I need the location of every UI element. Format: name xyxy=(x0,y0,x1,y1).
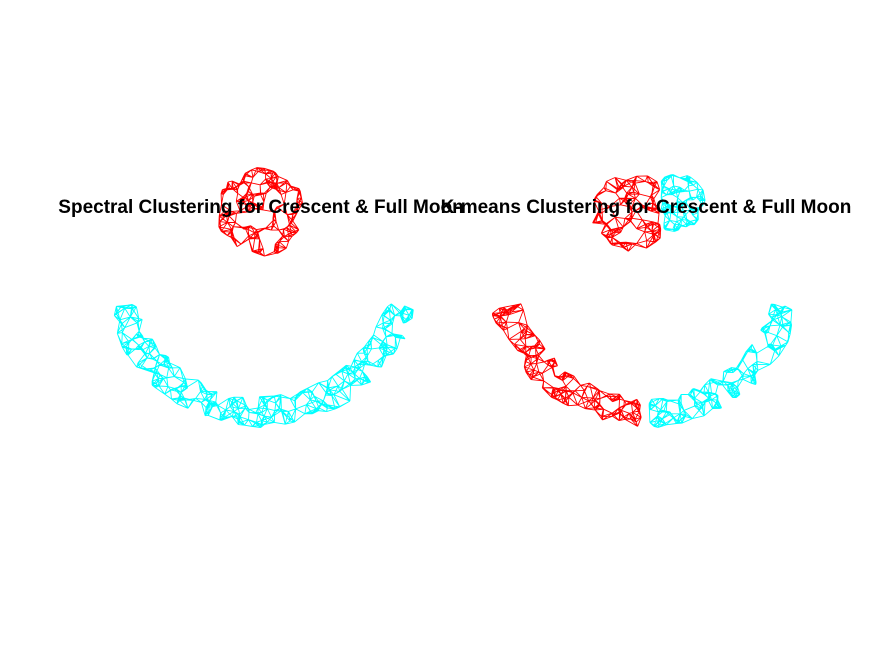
kmeans-clustering-panel: K-means Clustering for Crescent & Full M… xyxy=(441,174,852,428)
series-1-crescent-1-edges xyxy=(648,303,793,428)
series-1-full-moon-part-0-edges xyxy=(660,174,706,232)
spectral-clustering-panel: Spectral Clustering for Crescent & Full … xyxy=(58,167,464,429)
kmeans-plot-area xyxy=(491,174,793,428)
series-1-crescent-0 xyxy=(113,303,414,429)
series-0-full-moon-part-0 xyxy=(592,175,662,252)
series-0-full-moon-part-0-edges xyxy=(592,175,662,252)
spectral-panel-title: Spectral Clustering for Crescent & Full … xyxy=(58,197,463,218)
series-0-full-moon-0 xyxy=(218,167,303,257)
series-1-crescent-0-edges xyxy=(113,303,414,429)
series-1-crescent-1 xyxy=(648,303,793,428)
series-0-crescent-1-edges xyxy=(491,303,642,427)
kmeans-panel-title: K-means Clustering for Crescent & Full M… xyxy=(441,197,852,218)
series-0-crescent-1 xyxy=(491,303,642,427)
series-1-full-moon-part-0 xyxy=(660,174,706,232)
spectral-plot-area xyxy=(113,167,414,429)
series-0-full-moon-0-edges xyxy=(218,167,303,257)
